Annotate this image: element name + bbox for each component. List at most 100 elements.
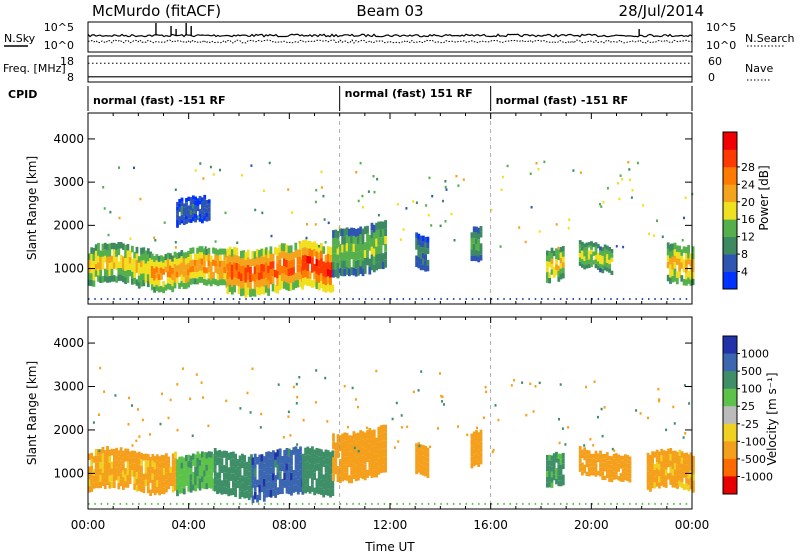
ground-cell — [603, 502, 606, 505]
scatter-cell — [260, 412, 263, 416]
data-cell — [370, 454, 374, 462]
data-cell — [220, 458, 224, 466]
data-cell — [106, 250, 109, 257]
ground-cell — [283, 298, 285, 300]
data-cell — [377, 434, 381, 443]
data-cell — [260, 461, 264, 470]
data-cell — [258, 249, 261, 258]
data-cell — [381, 440, 385, 449]
data-cell — [370, 470, 374, 478]
data-cell — [320, 250, 323, 259]
scatter-cell — [478, 444, 481, 447]
data-cell — [131, 245, 134, 253]
data-cell — [301, 240, 305, 248]
data-cell — [685, 464, 688, 472]
data-cell — [144, 479, 148, 487]
data-cell — [162, 455, 166, 462]
data-cell — [377, 466, 381, 475]
data-cell — [241, 461, 244, 469]
ground-cell — [119, 502, 121, 505]
data-cell — [165, 472, 168, 480]
ground-cell — [616, 298, 618, 300]
data-cell — [361, 447, 365, 456]
data-cell — [103, 275, 107, 282]
data-cell — [94, 449, 98, 456]
data-cell — [247, 478, 251, 486]
data-cell — [592, 251, 596, 256]
data-cell — [151, 454, 155, 461]
data-cell — [673, 475, 677, 482]
data-cell — [149, 258, 152, 265]
data-cell — [687, 460, 691, 467]
data-cell — [241, 489, 244, 498]
data-cell — [332, 253, 335, 262]
data-cell — [184, 264, 188, 271]
data-cell — [422, 465, 425, 471]
ground-cell — [591, 298, 593, 300]
data-cell — [366, 241, 369, 250]
ground-cell — [207, 298, 209, 300]
ground-cell — [264, 298, 266, 300]
data-cell — [287, 471, 291, 479]
data-cell — [198, 195, 202, 201]
scatter-cell — [501, 175, 504, 179]
data-cell — [649, 473, 652, 480]
scatter-cell — [497, 418, 500, 422]
data-cell — [354, 433, 358, 442]
data-cell — [419, 459, 423, 465]
data-cell — [336, 442, 340, 451]
data-cell — [585, 458, 589, 463]
data-cell — [124, 258, 127, 265]
data-cell — [157, 274, 161, 281]
data-cell — [692, 474, 695, 481]
data-cell — [191, 278, 195, 285]
data-cell — [110, 255, 114, 263]
data-cell — [242, 280, 246, 289]
scatter-cell — [189, 397, 192, 401]
data-cell — [676, 458, 679, 465]
data-cell — [601, 458, 605, 463]
data-cell — [108, 250, 112, 257]
scatter-cell — [543, 160, 546, 164]
data-cell — [689, 279, 693, 286]
data-cell — [180, 274, 184, 281]
scatter-cell — [597, 415, 599, 419]
data-cell — [375, 469, 378, 478]
y-tick-label: 2000 — [53, 423, 84, 437]
data-cell — [587, 259, 591, 264]
data-cell — [479, 249, 483, 255]
data-cell — [426, 472, 430, 478]
scatter-cell — [287, 410, 290, 414]
scatter-cell — [262, 189, 265, 193]
data-cell — [599, 259, 602, 264]
colorbar-tick-label: 100 — [741, 383, 762, 396]
ground-cell — [163, 502, 165, 505]
data-cell — [601, 255, 605, 261]
data-cell — [585, 259, 589, 265]
data-cell — [646, 471, 650, 478]
data-cell — [142, 473, 146, 481]
data-cell — [550, 477, 554, 483]
ground-cell — [452, 298, 455, 300]
data-cell — [336, 434, 340, 443]
data-cell — [271, 276, 275, 284]
ground-cell — [578, 502, 581, 505]
data-cell — [276, 464, 280, 473]
data-cell — [559, 453, 563, 460]
data-cell — [178, 270, 181, 277]
data-cell — [101, 479, 105, 486]
data-cell — [578, 240, 582, 245]
data-cell — [587, 242, 591, 247]
data-cell — [269, 490, 273, 498]
scatter-cell — [225, 399, 228, 403]
scatter-cell — [137, 408, 139, 411]
data-cell — [160, 468, 164, 475]
data-cell — [112, 468, 116, 475]
scatter-cell — [445, 188, 448, 191]
scatter-cell — [673, 422, 676, 425]
ground-cell — [364, 502, 367, 505]
data-cell — [296, 456, 300, 465]
scatter-cell — [420, 370, 423, 373]
data-cell — [245, 490, 249, 498]
scatter-cell — [191, 434, 194, 437]
